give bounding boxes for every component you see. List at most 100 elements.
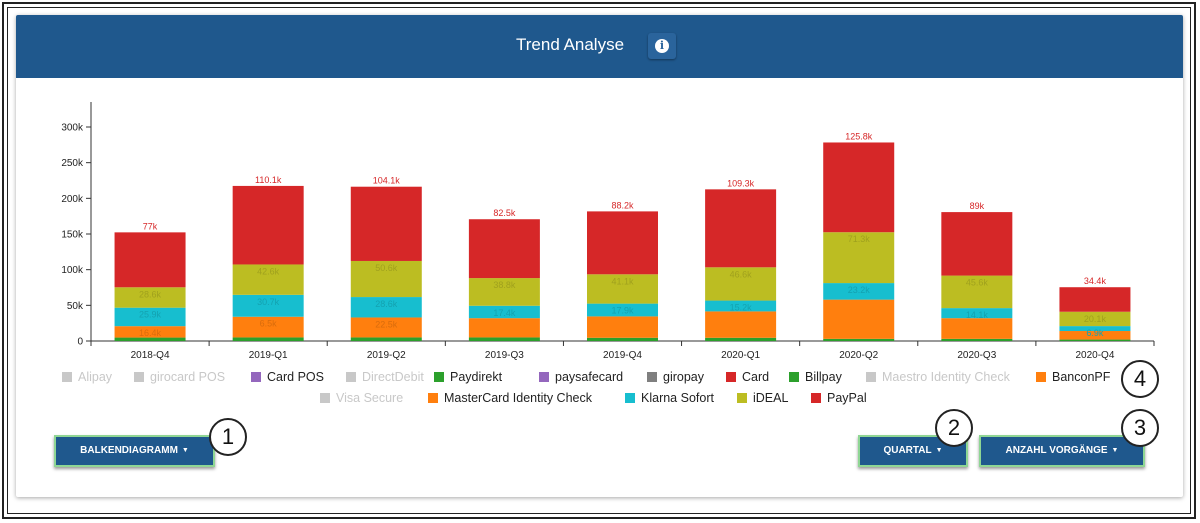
- data-label: 23.2k: [848, 285, 871, 295]
- period-label: QUARTAL: [883, 445, 932, 456]
- bar-segment-mastercard-identity-check: [114, 326, 186, 338]
- legend-item-paysafecard[interactable]: paysafecard: [539, 370, 623, 384]
- legend-swatch: [320, 393, 330, 403]
- y-tick-label: 100k: [61, 265, 84, 276]
- chart-type-dropdown[interactable]: BALKENDIAGRAMM ▼: [54, 435, 215, 467]
- legend-swatch: [726, 372, 736, 382]
- data-label: 71.3k: [848, 234, 871, 244]
- bar-segment-paypal: [1059, 287, 1131, 312]
- bar-segment-ideal: [587, 274, 658, 304]
- data-label: 15.2k: [730, 303, 753, 313]
- data-label: 38.8k: [493, 280, 516, 290]
- data-label: 45.6k: [966, 278, 989, 288]
- data-label: 109.3k: [727, 178, 755, 188]
- data-label: 34.4k: [1084, 276, 1107, 286]
- legend-item-card-pos[interactable]: Card POS: [251, 370, 324, 384]
- legend-swatch: [134, 372, 144, 382]
- data-label: 88.2k: [611, 200, 634, 210]
- legend-swatch: [625, 393, 635, 403]
- legend-item-girocard-pos[interactable]: girocard POS: [134, 370, 225, 384]
- legend-swatch: [62, 372, 72, 382]
- bar-segment-paydirekt: [587, 337, 658, 341]
- bar-segment-ideal: [705, 267, 777, 301]
- y-tick-label: 300k: [61, 123, 84, 134]
- bar-segment-ideal: [1059, 311, 1131, 327]
- x-tick-label: 2020-Q2: [839, 350, 878, 361]
- bar-segment-paypal: [823, 142, 895, 233]
- bar-segment-paydirekt: [468, 337, 540, 341]
- legend-item-directdebit[interactable]: DirectDebit: [346, 370, 424, 384]
- data-label: 110.1k: [255, 175, 282, 185]
- legend-label: DirectDebit: [362, 370, 424, 384]
- info-icon: i: [655, 39, 669, 53]
- bar-segment-klarna-sofort: [468, 305, 540, 319]
- legend-swatch: [647, 372, 657, 382]
- bar-segment-paydirekt: [941, 338, 1013, 341]
- data-label: 17.9k: [611, 306, 634, 316]
- legend-label: Card POS: [267, 370, 324, 384]
- legend-swatch: [811, 393, 821, 403]
- legend-label: girocard POS: [150, 370, 226, 384]
- legend-item-paypal[interactable]: PayPal: [811, 391, 867, 405]
- bar-segment-ideal: [823, 232, 895, 284]
- legend-item-banconpf[interactable]: BanconPF: [1036, 370, 1110, 384]
- legend-item-ideal[interactable]: iDEAL: [737, 391, 788, 405]
- data-label: 46.6k: [730, 269, 753, 279]
- data-label: 20.1k: [1084, 314, 1107, 324]
- bar-segment-klarna-sofort: [1059, 326, 1131, 332]
- bar-segment-paydirekt: [232, 337, 304, 341]
- legend-item-maestro-identity-check[interactable]: Maestro Identity Check: [866, 370, 1010, 384]
- period-dropdown[interactable]: QUARTAL ▼: [858, 435, 968, 467]
- data-label: 17.4k: [493, 308, 516, 318]
- x-tick-label: 2019-Q4: [603, 350, 642, 361]
- legend-item-paydirekt[interactable]: Paydirekt: [434, 370, 502, 384]
- legend-item-giropay[interactable]: giropay: [647, 370, 704, 384]
- data-label: 82.5k: [493, 208, 516, 218]
- bar-segment-klarna-sofort: [941, 308, 1013, 319]
- x-tick-label: 2019-Q3: [485, 350, 524, 361]
- legend-item-alipay[interactable]: Alipay: [62, 370, 112, 384]
- bar-segment-ideal: [468, 278, 540, 306]
- bar-segment-paydirekt: [823, 338, 895, 341]
- x-tick-label: 2019-Q1: [249, 350, 288, 361]
- bar-segment-klarna-sofort: [114, 307, 186, 327]
- y-tick-label: 50k: [67, 301, 84, 312]
- legend-label: Visa Secure: [336, 391, 404, 405]
- legend-item-card[interactable]: Card: [726, 370, 769, 384]
- legend-swatch: [434, 372, 444, 382]
- legend-item-visa-secure[interactable]: Visa Secure: [320, 391, 403, 405]
- data-label: 16.4k: [139, 328, 162, 338]
- legend-swatch: [789, 372, 799, 382]
- bar-segment-paypal: [350, 186, 422, 261]
- bar-segment-mastercard-identity-check: [587, 316, 658, 338]
- bar-segment-ideal: [114, 287, 186, 308]
- caret-down-icon: ▼: [935, 447, 943, 454]
- bar-segment-paypal: [705, 189, 777, 268]
- x-tick-label: 2020-Q4: [1075, 350, 1114, 361]
- data-label: 77k: [143, 221, 158, 231]
- bar-segment-klarna-sofort: [705, 300, 777, 312]
- data-label: 104.1k: [373, 176, 401, 186]
- bar-segment-paypal: [114, 232, 186, 288]
- legend-item-mastercard-identity-check[interactable]: MasterCard Identity Check: [428, 391, 592, 405]
- legend-item-klarna-sofort[interactable]: Klarna Sofort: [625, 391, 714, 405]
- legend-swatch: [539, 372, 549, 382]
- data-label: 28.6k: [375, 299, 398, 309]
- info-button[interactable]: i: [648, 33, 676, 59]
- metric-dropdown[interactable]: ANZAHL VORGÄNGE ▼: [979, 435, 1145, 467]
- legend-label: Klarna Sofort: [641, 391, 714, 405]
- bar-segment-mastercard-identity-check: [823, 299, 895, 339]
- legend-item-billpay[interactable]: Billpay: [789, 370, 842, 384]
- legend-swatch: [346, 372, 356, 382]
- bar-segment-mastercard-identity-check: [705, 311, 777, 338]
- legend-swatch: [1036, 372, 1046, 382]
- data-label: 14.1k: [966, 310, 989, 320]
- bar-segment-paypal: [232, 185, 304, 265]
- y-tick-label: 200k: [61, 194, 84, 205]
- callout-badge-3: 3: [1121, 409, 1159, 447]
- bar-segment-paypal: [468, 219, 540, 279]
- legend-label: Maestro Identity Check: [882, 370, 1010, 384]
- y-tick-label: 250k: [61, 158, 84, 169]
- bar-segment-paydirekt: [350, 337, 422, 341]
